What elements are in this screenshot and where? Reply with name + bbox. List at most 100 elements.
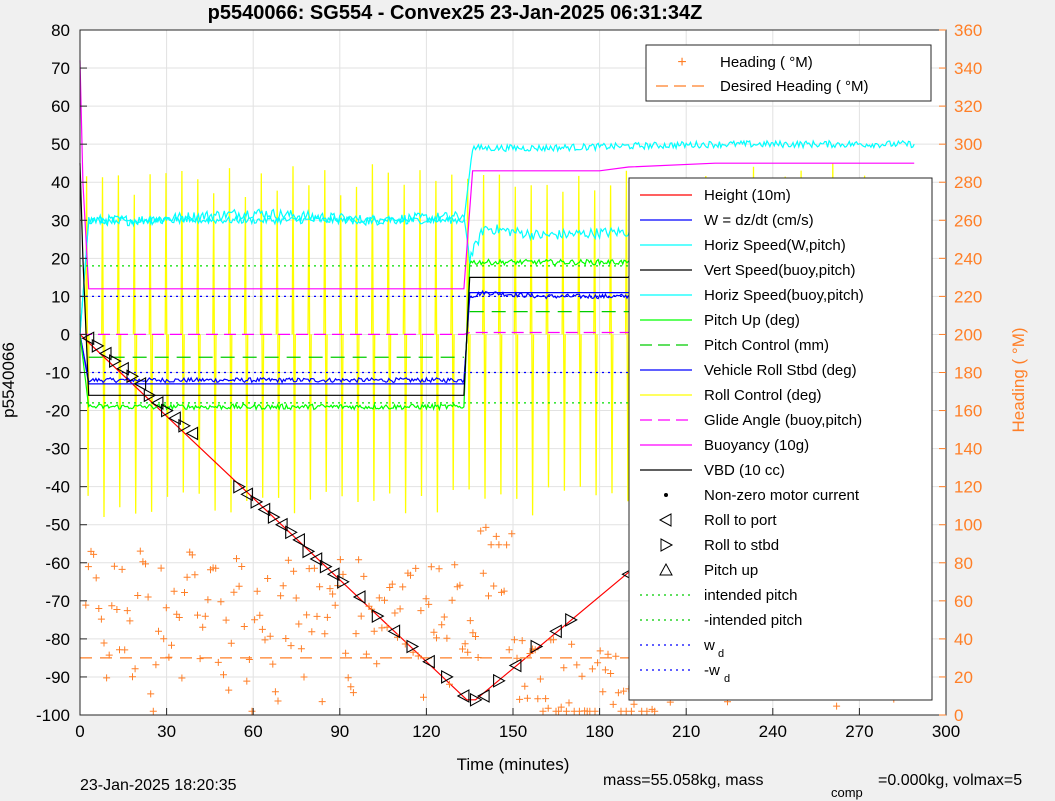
y-right-tick-label: 80 xyxy=(954,554,973,573)
x-tick-label: 150 xyxy=(499,722,527,741)
y-right-tick-label: 60 xyxy=(954,592,973,611)
legend-top-desired: Desired Heading ( °M) xyxy=(720,78,869,95)
legend-swatch xyxy=(660,538,674,552)
y-right-tick-label: 120 xyxy=(954,478,982,497)
y-right-tick-label: 100 xyxy=(954,516,982,535)
legend-swatch xyxy=(664,493,668,497)
y-tick-label: -60 xyxy=(45,554,70,573)
roll-to-port-marker xyxy=(549,624,562,639)
footer-mass: mass=55.058kg, mass xyxy=(603,772,764,789)
legend-label: Non-zero motor current xyxy=(704,487,860,504)
roll-to-port-marker xyxy=(422,654,435,669)
legend-top-heading-marker: + xyxy=(677,54,686,71)
legend-label: W = dz/dt (cm/s) xyxy=(704,212,814,229)
legend-label: w xyxy=(703,637,715,654)
legend-label: Glide Angle (buoy,pitch) xyxy=(704,412,862,429)
x-tick-label: 270 xyxy=(845,722,873,741)
roll-to-stbd-marker xyxy=(493,673,506,688)
legend-top-box xyxy=(645,44,932,102)
y-tick-label: 60 xyxy=(51,97,70,116)
y-tick-label: 10 xyxy=(51,287,70,306)
roll-to-port-marker xyxy=(240,487,253,502)
roll-to-port-marker xyxy=(81,331,95,346)
x-tick-label: 300 xyxy=(932,722,960,741)
y-right-tick-label: 320 xyxy=(954,97,982,116)
y-right-tick-label: 0 xyxy=(954,706,963,725)
roll-to-stbd-marker xyxy=(143,388,157,403)
roll-to-port-marker xyxy=(116,361,129,376)
roll-to-stbd-marker xyxy=(178,418,192,433)
chart-title: p5540066: SG554 - Convex25 23-Jan-2025 0… xyxy=(208,2,703,24)
y-tick-label: -80 xyxy=(45,630,70,649)
roll-to-port-marker xyxy=(309,552,323,566)
legend-label: Horiz Speed(W,pitch) xyxy=(704,237,846,254)
x-tick-label: 120 xyxy=(412,722,440,741)
y-tick-label: -70 xyxy=(45,592,70,611)
x-tick-label: 60 xyxy=(244,722,263,741)
legend-subscript: d xyxy=(724,673,730,685)
roll-to-stbd-marker xyxy=(469,692,483,707)
y-tick-label: -40 xyxy=(45,478,70,497)
roll-to-stbd-marker xyxy=(530,639,544,654)
y-tick-label: 70 xyxy=(51,59,70,78)
roll-to-stbd-marker xyxy=(285,525,298,540)
legend-label: Pitch up xyxy=(704,562,758,579)
roll-to-stbd-marker xyxy=(267,510,281,525)
y-tick-label: 50 xyxy=(51,135,70,154)
x-axis: 0 30 60 90 120 150 180 210 240 270 300 xyxy=(75,708,960,741)
y-axis-right-label: Heading ( °M) xyxy=(1009,327,1028,432)
series-buoyancy-10g xyxy=(79,60,915,290)
roll-to-port-marker xyxy=(257,502,271,517)
roll-to-port-marker xyxy=(185,426,199,441)
x-tick-label: 210 xyxy=(672,722,700,741)
roll-to-port-marker xyxy=(274,517,288,532)
legend-subscript: d xyxy=(718,648,724,660)
y-tick-label: -30 xyxy=(45,440,70,459)
legend-label: Pitch Up (deg) xyxy=(704,312,800,329)
roll-to-stbd-marker xyxy=(371,609,385,624)
y-tick-label: 30 xyxy=(51,211,70,230)
y-right-tick-label: 280 xyxy=(954,173,982,192)
y-right-tick-label: 40 xyxy=(954,630,973,649)
legend-label: VBD (10 cc) xyxy=(704,462,785,479)
footer-timestamp: 23-Jan-2025 18:20:35 xyxy=(80,777,237,794)
legend-label: Roll to port xyxy=(704,512,777,529)
roll-to-stbd-marker xyxy=(161,403,174,418)
series-horiz-speed-buoy-pitch xyxy=(79,139,915,335)
y-tick-label: -100 xyxy=(36,706,70,725)
legend-label: -intended pitch xyxy=(704,612,802,629)
roll-to-port-marker xyxy=(150,395,164,410)
x-tick-label: 90 xyxy=(330,722,349,741)
y-tick-label: 80 xyxy=(51,21,70,40)
legend-label: -w xyxy=(704,662,720,679)
legend-label: intended pitch xyxy=(704,587,797,604)
x-tick-label: 240 xyxy=(759,722,787,741)
roll-to-port-marker xyxy=(456,689,470,703)
legend-top-heading: Heading ( °M) xyxy=(720,54,813,71)
roll-to-stbd-marker xyxy=(441,669,454,684)
y-right-tick-label: 360 xyxy=(954,21,982,40)
roll-to-port-marker xyxy=(98,346,112,361)
y-right-tick-label: 140 xyxy=(954,440,982,459)
roll-to-stbd-marker xyxy=(126,369,140,384)
y-tick-label: -50 xyxy=(45,516,70,535)
legend-label: Buoyancy (10g) xyxy=(704,437,809,454)
y-right-tick-label: 300 xyxy=(954,135,982,154)
footer-tail: =0.000kg, volmax=5 xyxy=(878,772,1022,789)
y-right-tick-label: 240 xyxy=(954,249,982,268)
roll-to-port-marker xyxy=(387,624,401,639)
y-axis-label: p5540066 xyxy=(0,342,18,418)
legend-main-box xyxy=(628,177,933,701)
footer-comp-subscript: comp xyxy=(831,785,863,800)
x-tick-label: 30 xyxy=(157,722,176,741)
roll-to-port-marker xyxy=(133,376,147,391)
roll-to-stbd-marker xyxy=(319,559,333,574)
y-tick-label: -10 xyxy=(45,364,70,383)
roll-to-stbd-marker xyxy=(91,338,105,353)
y-tick-label: -90 xyxy=(45,668,70,687)
x-tick-label: 0 xyxy=(75,722,84,741)
legend-swatch xyxy=(659,562,673,576)
y-right-tick-label: 220 xyxy=(954,287,982,306)
legend-label: Horiz Speed(buoy,pitch) xyxy=(704,287,864,304)
